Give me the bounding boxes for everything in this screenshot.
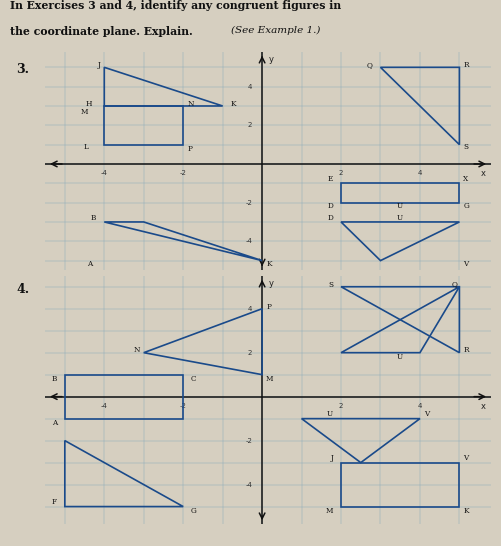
- Text: 2: 2: [339, 170, 343, 176]
- Text: 3.: 3.: [17, 63, 30, 76]
- Text: 2: 2: [248, 349, 252, 355]
- Text: U: U: [397, 353, 403, 361]
- Text: L: L: [84, 143, 89, 151]
- Text: F: F: [52, 498, 57, 506]
- Text: In Exercises 3 and 4, identify any congruent figures in: In Exercises 3 and 4, identify any congr…: [10, 0, 341, 11]
- Text: R: R: [463, 347, 469, 354]
- Text: -2: -2: [180, 170, 187, 176]
- Text: (See Example 1.): (See Example 1.): [231, 26, 321, 34]
- Text: 4.: 4.: [17, 283, 30, 296]
- Text: y: y: [269, 55, 274, 64]
- Text: -4: -4: [245, 238, 252, 244]
- Text: -4: -4: [101, 170, 108, 176]
- Text: P: P: [187, 145, 192, 153]
- Text: 2: 2: [339, 403, 343, 410]
- Text: K: K: [463, 507, 469, 515]
- Text: M: M: [266, 375, 274, 383]
- Text: G: G: [463, 203, 469, 211]
- Text: S: S: [328, 281, 333, 288]
- Text: y: y: [269, 279, 274, 288]
- Text: V: V: [463, 260, 468, 269]
- Text: J: J: [330, 454, 333, 462]
- Text: -2: -2: [245, 200, 252, 206]
- Text: R: R: [463, 61, 469, 69]
- Text: B: B: [91, 214, 96, 222]
- Text: E: E: [328, 175, 333, 183]
- Text: -2: -2: [245, 437, 252, 443]
- Text: U: U: [327, 410, 333, 418]
- Text: V: V: [463, 454, 468, 462]
- Text: N: N: [133, 347, 140, 354]
- Text: D: D: [327, 214, 333, 222]
- Text: G: G: [191, 507, 197, 515]
- Text: M: M: [81, 108, 89, 116]
- Text: U: U: [397, 214, 403, 222]
- Text: 4: 4: [418, 403, 422, 410]
- Text: K: K: [266, 260, 272, 269]
- Text: 4: 4: [248, 306, 252, 312]
- Text: 4: 4: [248, 84, 252, 90]
- Text: U: U: [397, 203, 403, 211]
- Text: Q: Q: [451, 281, 457, 288]
- Text: x: x: [481, 402, 486, 411]
- Text: A: A: [87, 260, 93, 269]
- Text: V: V: [424, 410, 429, 418]
- Text: C: C: [191, 375, 196, 383]
- Text: P: P: [266, 302, 271, 311]
- Text: -2: -2: [180, 403, 187, 410]
- Text: Q: Q: [367, 61, 373, 69]
- Text: 2: 2: [248, 122, 252, 128]
- Text: S: S: [463, 143, 468, 151]
- Text: M: M: [326, 507, 333, 515]
- Text: x: x: [481, 169, 486, 178]
- Text: the coordinate plane. Explain.: the coordinate plane. Explain.: [10, 26, 196, 37]
- Text: -4: -4: [101, 403, 108, 410]
- Text: K: K: [230, 100, 236, 108]
- Text: B: B: [52, 375, 57, 383]
- Text: N: N: [187, 100, 193, 108]
- Text: X: X: [463, 175, 468, 183]
- Text: A: A: [52, 419, 57, 427]
- Text: D: D: [327, 203, 333, 211]
- Text: J: J: [98, 61, 100, 69]
- Text: -4: -4: [245, 482, 252, 488]
- Text: 4: 4: [418, 170, 422, 176]
- Text: H: H: [86, 100, 93, 108]
